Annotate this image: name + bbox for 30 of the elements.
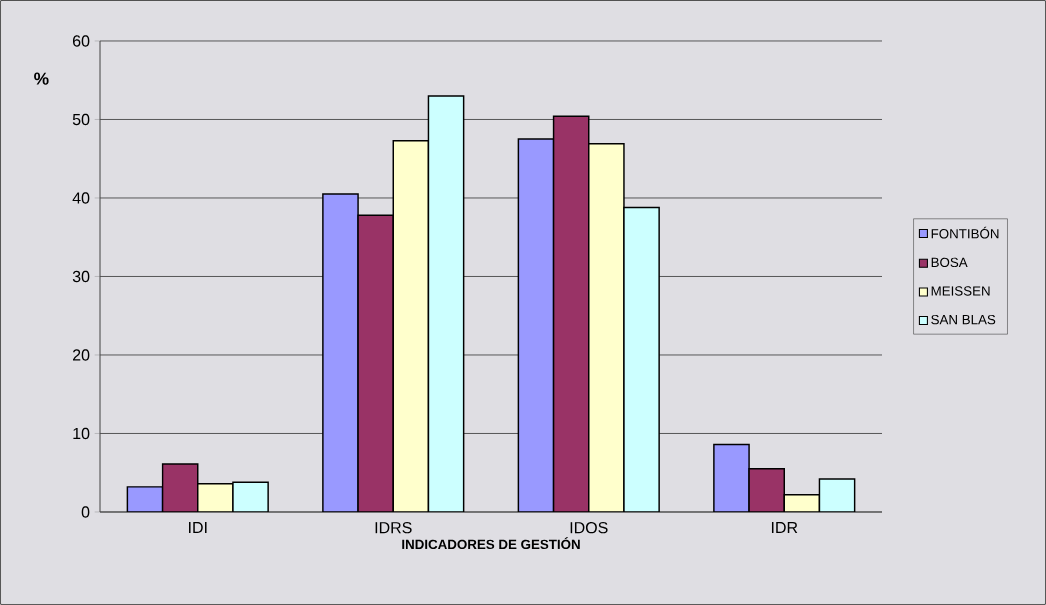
bar	[552, 115, 590, 512]
bar	[517, 138, 555, 512]
y-tick-label: 40	[72, 192, 90, 204]
y-tick-label: 50	[72, 113, 90, 126]
y-tick-label: 0	[81, 506, 90, 518]
bar	[748, 468, 785, 512]
legend-label: FONTIBÓN	[931, 226, 999, 239]
y-tick-label: 20	[73, 349, 90, 361]
y-axis-title: %	[34, 72, 49, 85]
legend-label: BOSA	[931, 257, 968, 268]
bar	[161, 463, 199, 512]
x-tick-label: IDR	[771, 522, 798, 534]
legend-label: SAN BLAS	[931, 314, 996, 325]
bar	[623, 206, 660, 512]
bar	[427, 95, 465, 512]
x-tick-label: IDRS	[375, 522, 412, 534]
bar	[588, 143, 625, 512]
x-tick-label: IDI	[189, 522, 207, 534]
legend-label: MEISSEN	[931, 286, 990, 296]
bar	[392, 139, 430, 512]
y-tick-label: 10	[73, 427, 90, 440]
x-axis-title: INDICADORES DE GESTIÓN	[402, 537, 580, 550]
y-tick-label: 30	[72, 270, 90, 283]
bar	[818, 478, 856, 512]
x-tick-label: IDOS	[570, 522, 608, 534]
bar	[322, 193, 359, 512]
bar	[357, 214, 394, 512]
y-tick-label: 60	[73, 35, 90, 47]
bar	[197, 482, 234, 512]
bar	[713, 443, 750, 512]
